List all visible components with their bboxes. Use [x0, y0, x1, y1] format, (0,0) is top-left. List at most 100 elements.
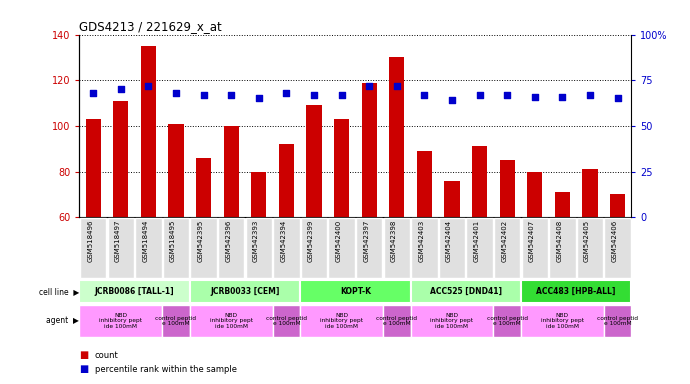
- FancyBboxPatch shape: [301, 218, 327, 278]
- Bar: [196, 158, 211, 217]
- Text: NBD
inhibitory pept
ide 100mM: NBD inhibitory pept ide 100mM: [541, 313, 584, 329]
- Bar: [610, 194, 625, 217]
- Text: GSM518496: GSM518496: [87, 220, 93, 262]
- FancyBboxPatch shape: [273, 218, 299, 278]
- Point: [253, 95, 264, 101]
- Bar: [251, 172, 266, 217]
- Text: control peptid
e 100mM: control peptid e 100mM: [597, 316, 638, 326]
- Point: [446, 97, 457, 103]
- Point: [281, 90, 292, 96]
- Text: control peptid
e 100mM: control peptid e 100mM: [486, 316, 528, 326]
- FancyBboxPatch shape: [383, 305, 411, 337]
- Text: GSM542401: GSM542401: [473, 220, 480, 262]
- Bar: [362, 83, 377, 217]
- Bar: [86, 119, 101, 217]
- FancyBboxPatch shape: [411, 280, 521, 303]
- Text: GSM542394: GSM542394: [280, 220, 286, 262]
- Bar: [224, 126, 239, 217]
- Text: ■: ■: [79, 350, 88, 360]
- Text: NBD
inhibitory pept
ide 100mM: NBD inhibitory pept ide 100mM: [99, 313, 142, 329]
- FancyBboxPatch shape: [411, 218, 437, 278]
- Text: GSM542399: GSM542399: [308, 220, 314, 262]
- Text: percentile rank within the sample: percentile rank within the sample: [95, 365, 237, 374]
- FancyBboxPatch shape: [604, 305, 631, 337]
- Text: GSM542404: GSM542404: [446, 220, 452, 262]
- Bar: [555, 192, 570, 217]
- Text: GSM518497: GSM518497: [115, 220, 121, 262]
- Point: [419, 92, 430, 98]
- Text: control peptid
e 100mM: control peptid e 100mM: [155, 316, 197, 326]
- Text: cell line  ▶: cell line ▶: [39, 287, 79, 296]
- FancyBboxPatch shape: [79, 305, 162, 337]
- FancyBboxPatch shape: [521, 305, 604, 337]
- Bar: [113, 101, 128, 217]
- Point: [198, 92, 209, 98]
- Bar: [582, 169, 598, 217]
- FancyBboxPatch shape: [273, 305, 300, 337]
- Bar: [417, 151, 432, 217]
- FancyBboxPatch shape: [190, 218, 217, 278]
- FancyBboxPatch shape: [493, 305, 521, 337]
- FancyBboxPatch shape: [246, 218, 272, 278]
- Point: [557, 94, 568, 100]
- Text: NBD
inhibitory pept
ide 100mM: NBD inhibitory pept ide 100mM: [320, 313, 363, 329]
- Text: GSM542396: GSM542396: [225, 220, 231, 262]
- Text: ■: ■: [79, 364, 88, 374]
- FancyBboxPatch shape: [549, 218, 575, 278]
- Bar: [527, 172, 542, 217]
- Point: [529, 94, 540, 100]
- FancyBboxPatch shape: [300, 305, 383, 337]
- Point: [308, 92, 319, 98]
- FancyBboxPatch shape: [328, 218, 355, 278]
- FancyBboxPatch shape: [439, 218, 465, 278]
- Text: GSM542397: GSM542397: [363, 220, 369, 262]
- Point: [88, 90, 99, 96]
- Text: GSM542395: GSM542395: [197, 220, 204, 262]
- Text: GSM542403: GSM542403: [418, 220, 424, 262]
- FancyBboxPatch shape: [80, 218, 106, 278]
- Text: GSM518495: GSM518495: [170, 220, 176, 262]
- Text: JCRB0033 [CEM]: JCRB0033 [CEM]: [210, 287, 279, 296]
- Point: [364, 83, 375, 89]
- Point: [336, 92, 347, 98]
- FancyBboxPatch shape: [108, 218, 134, 278]
- FancyBboxPatch shape: [163, 218, 189, 278]
- Text: GSM518494: GSM518494: [142, 220, 148, 262]
- Point: [502, 92, 513, 98]
- Text: count: count: [95, 351, 118, 360]
- FancyBboxPatch shape: [135, 218, 161, 278]
- Text: GSM542398: GSM542398: [391, 220, 397, 262]
- Text: ACC525 [DND41]: ACC525 [DND41]: [430, 287, 502, 296]
- FancyBboxPatch shape: [384, 218, 410, 278]
- Text: GSM542406: GSM542406: [611, 220, 618, 262]
- Text: ACC483 [HPB-ALL]: ACC483 [HPB-ALL]: [536, 287, 616, 296]
- Text: JCRB0086 [TALL-1]: JCRB0086 [TALL-1]: [95, 287, 175, 296]
- Point: [143, 83, 154, 89]
- FancyBboxPatch shape: [162, 305, 190, 337]
- Bar: [141, 46, 156, 217]
- Text: control peptid
e 100mM: control peptid e 100mM: [376, 316, 417, 326]
- Point: [170, 90, 181, 96]
- Text: NBD
inhibitory pept
ide 100mM: NBD inhibitory pept ide 100mM: [431, 313, 473, 329]
- FancyBboxPatch shape: [79, 280, 190, 303]
- Text: GSM542402: GSM542402: [501, 220, 507, 262]
- Point: [584, 92, 595, 98]
- Point: [391, 83, 402, 89]
- Bar: [279, 144, 294, 217]
- FancyBboxPatch shape: [411, 305, 493, 337]
- Point: [474, 92, 485, 98]
- Text: GSM542408: GSM542408: [556, 220, 562, 262]
- Text: agent  ▶: agent ▶: [46, 316, 79, 326]
- Text: GSM542393: GSM542393: [253, 220, 259, 262]
- Text: GSM542407: GSM542407: [529, 220, 535, 262]
- Bar: [389, 57, 404, 217]
- FancyBboxPatch shape: [494, 218, 520, 278]
- FancyBboxPatch shape: [466, 218, 493, 278]
- Bar: [444, 181, 460, 217]
- Text: NBD
inhibitory pept
ide 100mM: NBD inhibitory pept ide 100mM: [210, 313, 253, 329]
- FancyBboxPatch shape: [356, 218, 382, 278]
- Bar: [334, 119, 349, 217]
- Point: [115, 86, 126, 93]
- FancyBboxPatch shape: [604, 218, 631, 278]
- FancyBboxPatch shape: [522, 218, 548, 278]
